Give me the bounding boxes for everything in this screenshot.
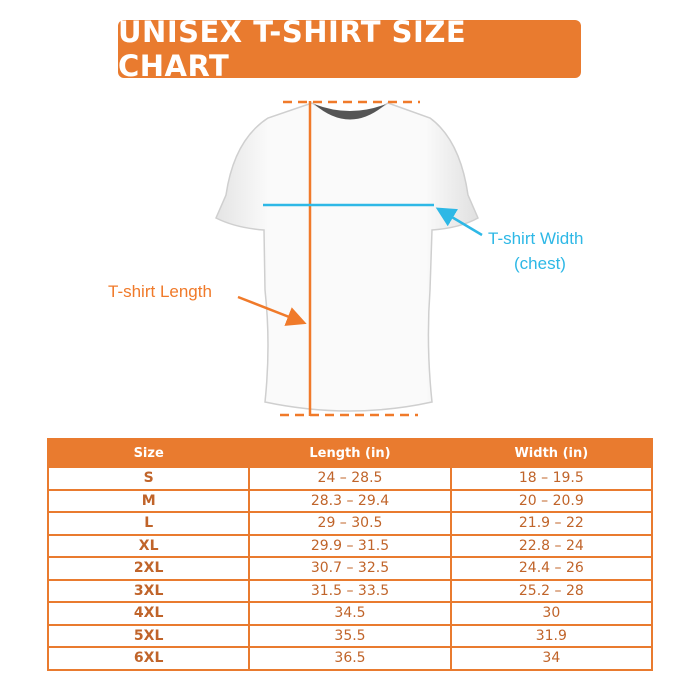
size-table: Size Length (in) Width (in) S 24 – 28.5 18… [46,438,654,671]
cell-size: 5XL [46,623,251,648]
table-row: 6XL 36.5 34 [46,646,654,671]
cell-width: 34 [449,646,654,671]
cell-size: 3XL [46,578,251,603]
table-row: 5XL 35.5 31.9 [46,623,654,648]
tshirt-shape [215,102,479,412]
table-row: 3XL 31.5 – 33.5 25.2 – 28 [46,578,654,603]
width-label: T-shirt Width [488,229,584,248]
cell-size: L [46,511,251,536]
tshirt-diagram [215,100,483,417]
cell-width: 21.9 – 22 [449,511,654,536]
width-arrow [435,207,483,237]
cell-width: 20 – 20.9 [449,488,654,513]
table-row: M 28.3 – 29.4 20 – 20.9 [46,488,654,513]
table-row: XL 29.9 – 31.5 22.8 – 24 [46,533,654,558]
table-row: L 29 – 30.5 21.9 – 22 [46,511,654,536]
cell-length: 29.9 – 31.5 [248,533,452,558]
table-row: 2XL 30.7 – 32.5 24.4 – 26 [46,556,654,581]
cell-size: S [46,466,251,491]
cell-length: 35.5 [248,623,452,648]
cell-size: 2XL [46,556,251,581]
cell-length: 36.5 [248,646,452,671]
width-label-chest: (chest) [514,254,566,273]
table-row: S 24 – 28.5 18 – 19.5 [46,466,654,491]
cell-length: 31.5 – 33.5 [248,578,452,603]
header-width: Width (in) [449,438,654,468]
cell-width: 24.4 – 26 [449,556,654,581]
length-label: T-shirt Length [108,282,212,301]
cell-length: 28.3 – 29.4 [248,488,452,513]
page-title: UNISEX T-SHIRT SIZE CHART [118,15,581,83]
cell-width: 22.8 – 24 [449,533,654,558]
cell-size: 4XL [46,601,251,626]
table-header: Size Length (in) Width (in) [46,438,654,468]
header-length: Length (in) [248,438,452,468]
cell-width: 25.2 – 28 [449,578,654,603]
cell-width: 31.9 [449,623,654,648]
length-arrow [237,295,307,326]
cell-length: 30.7 – 32.5 [248,556,452,581]
cell-size: M [46,488,251,513]
header-size: Size [46,438,251,468]
cell-size: 6XL [46,646,251,671]
table-row: 4XL 34.5 30 [46,601,654,626]
cell-length: 34.5 [248,601,452,626]
cell-length: 24 – 28.5 [248,466,452,491]
cell-width: 30 [449,601,654,626]
cell-size: XL [46,533,251,558]
tshirt-collar [314,104,386,120]
cell-width: 18 – 19.5 [449,466,654,491]
cell-length: 29 – 30.5 [248,511,452,536]
